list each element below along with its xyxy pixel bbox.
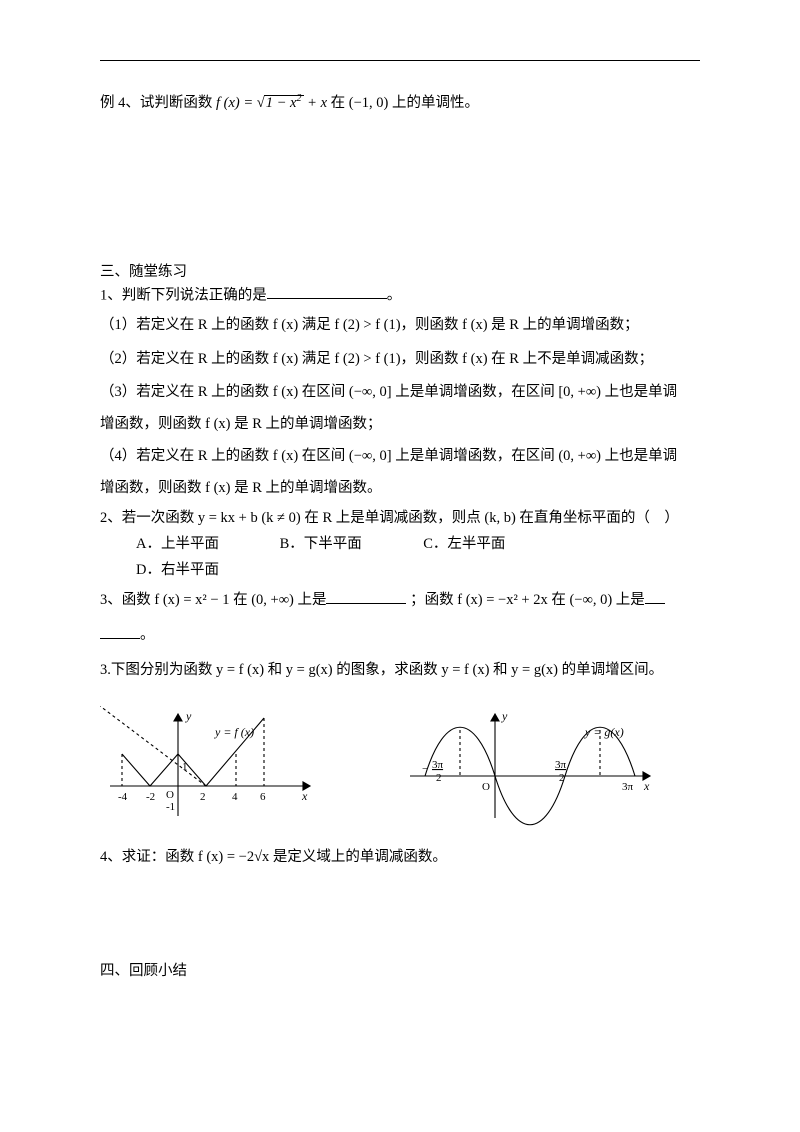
q1-3b: 增函数，则函数 f (x) 是 R 上的单调增函数； [100, 409, 700, 441]
section-4-title: 四、回顾小结 [100, 954, 700, 989]
q1-1: （1）若定义在 R 上的函数 f (x) 满足 f (2) > f (1)，则函… [100, 308, 700, 343]
svg-text:3π: 3π [555, 759, 567, 771]
q2: 2、若一次函数 y = kx + b (k ≠ 0) 在 R 上是单调减函数，则… [100, 505, 700, 531]
svg-text:O: O [482, 781, 490, 793]
q2-D: D．右半平面 [136, 557, 276, 583]
q3: 3、函数 f (x) = x² − 1 在 (0, +∞) 上是 ；函数 f (… [100, 583, 700, 618]
svg-text:6: 6 [260, 791, 266, 803]
q1-tail: 。 [387, 287, 402, 303]
svg-text:2: 2 [436, 772, 442, 784]
ex4-fx: f (x) = [216, 95, 257, 111]
svg-text:-4: -4 [118, 791, 128, 803]
q1-3a: （3）若定义在 R 上的函数 f (x) 在区间 (−∞, 0] 上是单调增函数… [100, 377, 700, 409]
q1-blank [267, 284, 387, 300]
svg-text:3π: 3π [622, 781, 634, 793]
svg-text:4: 4 [232, 791, 238, 803]
svg-text:3π: 3π [432, 759, 444, 771]
graph-f: y x y = f (x) -4 -2 O 2 4 6 -1 1 [100, 706, 320, 826]
svg-text:y: y [185, 709, 192, 723]
q1-2: （2）若定义在 R 上的函数 f (x) 满足 f (2) > f (1)，则函… [100, 342, 700, 377]
q1-head: 1、判断下列说法正确的是 [100, 287, 267, 303]
ex4-tail: 在 (−1, 0) 上的单调性。 [331, 95, 479, 111]
q3-blank2 [645, 589, 665, 605]
svg-text:x: x [643, 779, 650, 793]
ex4-prefix: 例 4、试判断函数 [100, 95, 216, 111]
q2-A: A．上半平面 [136, 531, 276, 557]
example-4: 例 4、试判断函数 f (x) = √1 − x2 + x 在 (−1, 0) … [100, 86, 700, 121]
q3-graphs: 3.下图分别为函数 y = f (x) 和 y = g(x) 的图象，求函数 y… [100, 653, 700, 688]
svg-text:x: x [301, 789, 308, 803]
graph-g: y x y = g(x) − 3π 2 3π 2 O 3π [400, 706, 660, 826]
svg-text:y = f (x): y = f (x) [214, 725, 254, 739]
svg-text:y = g(x): y = g(x) [584, 725, 624, 739]
section-3-title: 三、随堂练习 [100, 261, 700, 284]
ex4-post: + x [307, 95, 327, 111]
svg-text:2: 2 [200, 791, 206, 803]
q4: 4、求证：函数 f (x) = −2√x 是定义域上的单调减函数。 [100, 840, 700, 875]
q3c: 。 [140, 627, 155, 643]
q3a: 3、函数 f (x) = x² − 1 在 (0, +∞) 上是 [100, 592, 326, 608]
q2-B: B．下半平面 [280, 531, 420, 557]
svg-text:1: 1 [182, 761, 188, 773]
svg-text:2: 2 [559, 772, 565, 784]
svg-text:-2: -2 [146, 791, 155, 803]
q3-blank1 [326, 589, 406, 605]
svg-text:y: y [501, 709, 508, 723]
svg-text:O: O [166, 789, 174, 801]
q1-4a: （4）若定义在 R 上的函数 f (x) 在区间 (−∞, 0] 上是单调增函数… [100, 441, 700, 473]
svg-text:−: − [422, 763, 428, 775]
q3b: ；函数 f (x) = −x² + 2x 在 (−∞, 0) 上是 [410, 592, 645, 608]
q2-options: A．上半平面 B．下半平面 C．左半平面 D．右半平面 [100, 531, 700, 583]
ex4-radicand: 1 − x2 [264, 95, 304, 111]
svg-text:-1: -1 [166, 801, 175, 813]
q3-blank2b [100, 623, 140, 639]
q1-4b: 增函数，则函数 f (x) 是 R 上的单调增函数。 [100, 473, 700, 505]
q2-C: C．左半平面 [423, 531, 563, 557]
